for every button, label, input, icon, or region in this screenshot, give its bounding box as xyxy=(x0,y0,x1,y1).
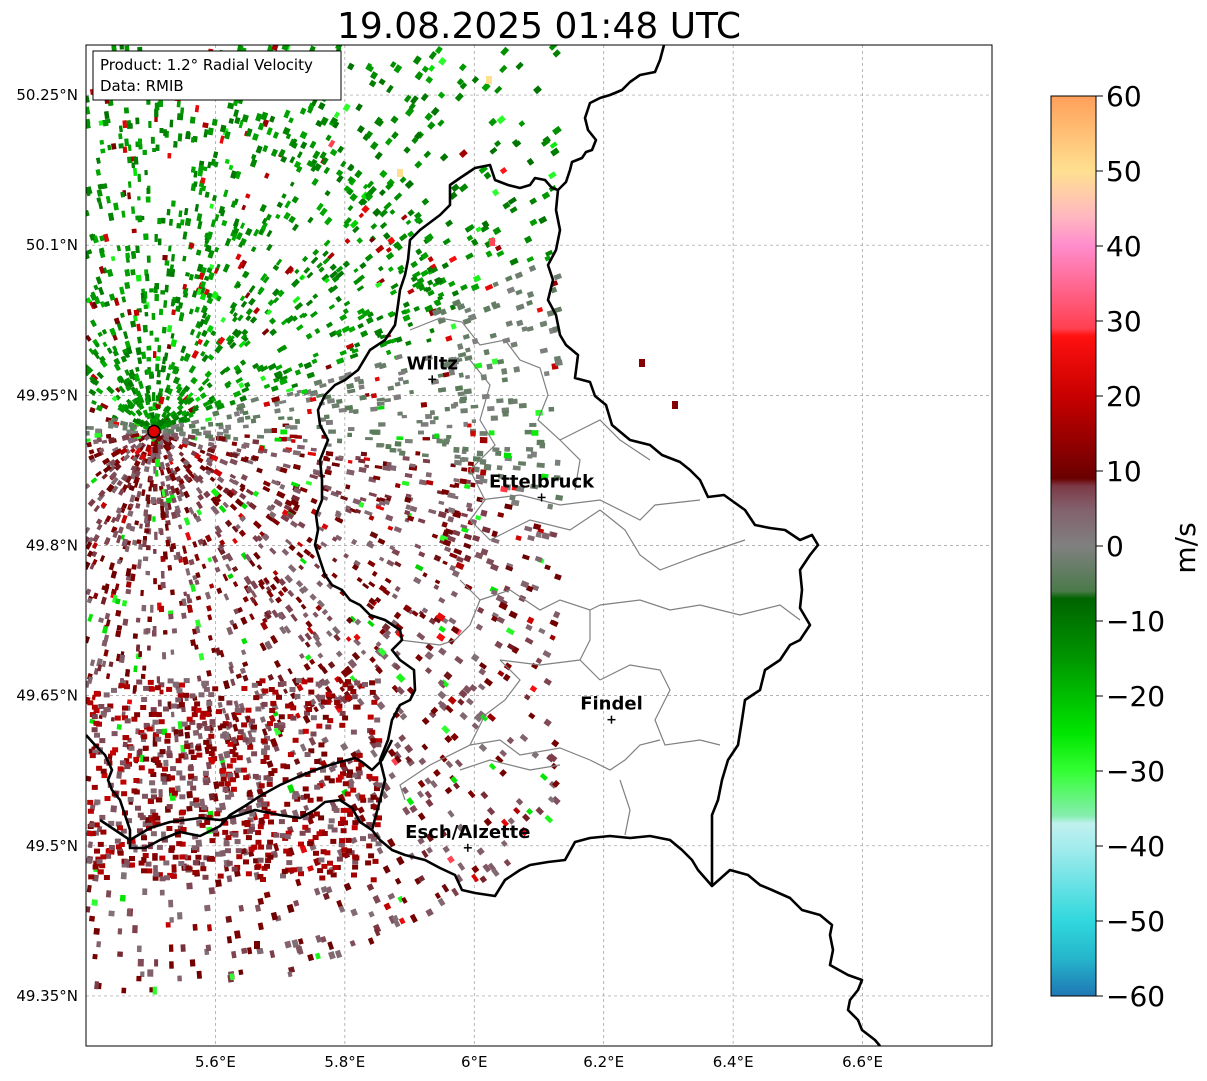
info-box: Product: 1.2° Radial Velocity Data: RMIB xyxy=(92,50,342,101)
colorbar-tick-label: 50 xyxy=(1106,155,1142,188)
city-marker: Ettelbruck xyxy=(489,471,595,502)
y-tick-label: 49.8°N xyxy=(26,537,78,555)
colorbar-tick-label: −40 xyxy=(1106,830,1165,863)
colorbar: 60 50 40 30 20 10 0 −10 −20 −30 −40 −50 −60 m/s xyxy=(1050,80,1202,1013)
colorbar-tick-label: −60 xyxy=(1106,980,1165,1013)
y-tick-label: 50.1°N xyxy=(26,236,78,254)
y-tick-label: 49.5°N xyxy=(26,837,78,855)
city-marker: Findel xyxy=(580,694,643,724)
x-tick-label: 5.8°E xyxy=(324,1053,365,1071)
colorbar-tick-label: −50 xyxy=(1106,905,1165,938)
figure-title: 19.08.2025 01:48 UTC xyxy=(337,6,741,47)
colorbar-label: m/s xyxy=(1169,522,1202,573)
x-tick-label: 5.6°E xyxy=(195,1053,236,1071)
colorbar-tick-label: 0 xyxy=(1106,530,1124,563)
map-area[interactable]: Wiltz Ettelbruck Findel Esch/Alzette xyxy=(82,41,992,1046)
colorbar-tick-label: 30 xyxy=(1106,305,1142,338)
colorbar-tick-label: 40 xyxy=(1106,230,1142,263)
info-product: Product: 1.2° Radial Velocity xyxy=(100,56,313,74)
colorbar-tick-label: 60 xyxy=(1106,80,1142,113)
city-label: Esch/Alzette xyxy=(405,822,530,843)
colorbar-ticks: 60 50 40 30 20 10 0 −10 −20 −30 −40 −50 −60 xyxy=(1096,80,1165,1013)
x-tick-label: 6.4°E xyxy=(713,1053,754,1071)
y-tick-label: 50.25°N xyxy=(16,86,78,104)
city-label: Findel xyxy=(580,694,643,715)
city-label: Ettelbruck xyxy=(489,471,595,492)
radar-site-marker xyxy=(147,424,161,439)
city-label: Wiltz xyxy=(407,353,458,374)
x-axis-ticks: 5.6°E 5.8°E 6°E 6.2°E 6.4°E 6.6°E xyxy=(195,1053,883,1071)
info-data-source: Data: RMIB xyxy=(100,77,184,95)
colorbar-tick-label: 10 xyxy=(1106,455,1142,488)
colorbar-scale xyxy=(1050,95,1097,997)
city-marker: Esch/Alzette xyxy=(405,822,530,852)
map-frame xyxy=(85,44,993,1047)
canton-boundaries xyxy=(399,317,801,836)
x-tick-label: 6.2°E xyxy=(583,1053,624,1071)
x-tick-label: 6.6°E xyxy=(842,1053,883,1071)
colorbar-tick-label: −20 xyxy=(1106,680,1165,713)
y-axis-ticks: 50.25°N 50.1°N 49.95°N 49.8°N 49.65°N 49.5°N 4… xyxy=(16,86,78,1005)
x-tick-label: 6°E xyxy=(461,1053,488,1071)
city-marker: Wiltz xyxy=(407,353,458,384)
national-borders xyxy=(86,45,881,1046)
city-markers: Wiltz Ettelbruck Findel Esch/Alzette xyxy=(405,353,643,852)
y-tick-label: 49.65°N xyxy=(16,687,78,705)
colorbar-tick-label: −10 xyxy=(1106,605,1165,638)
colorbar-tick-label: 20 xyxy=(1106,380,1142,413)
y-tick-label: 49.35°N xyxy=(16,987,78,1005)
colorbar-tick-label: −30 xyxy=(1106,755,1165,788)
y-tick-label: 49.95°N xyxy=(16,386,78,404)
